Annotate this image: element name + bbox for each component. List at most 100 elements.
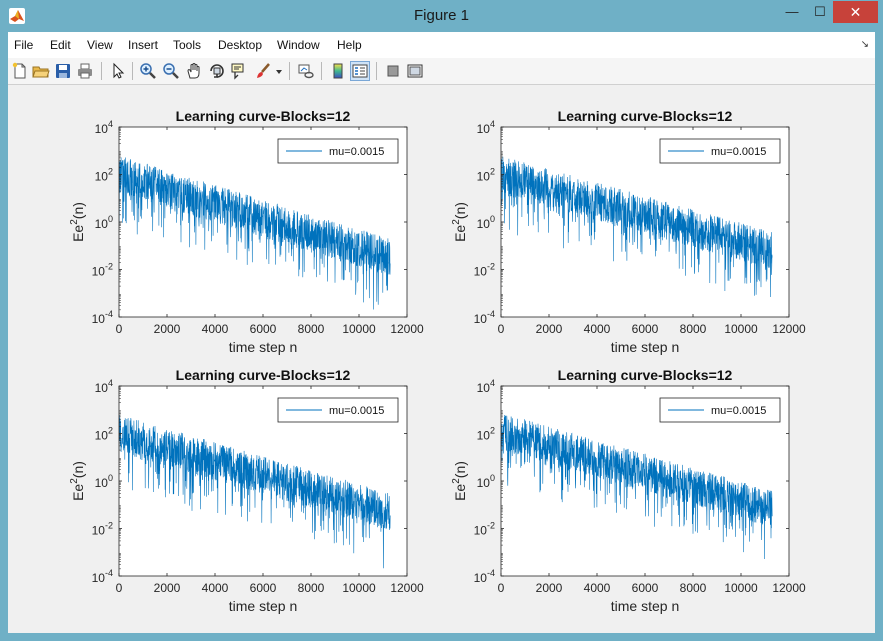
minimize-button[interactable]: — bbox=[785, 4, 799, 19]
x-tick-label: 2000 bbox=[154, 581, 181, 595]
series-line[interactable] bbox=[119, 414, 391, 569]
menu-bar: File Edit View Insert Tools Desktop Wind… bbox=[8, 32, 875, 59]
x-tick-label: 10000 bbox=[724, 322, 758, 336]
open-file-icon[interactable] bbox=[32, 62, 50, 80]
series-line[interactable] bbox=[119, 157, 391, 310]
save-icon[interactable] bbox=[54, 62, 72, 80]
y-tick-label: 102 bbox=[95, 167, 113, 184]
x-tick-label: 10000 bbox=[342, 322, 376, 336]
x-tick-label: 6000 bbox=[632, 581, 659, 595]
y-tick-label: 102 bbox=[477, 426, 495, 443]
data-cursor-icon[interactable] bbox=[230, 62, 248, 80]
x-tick-label: 10000 bbox=[724, 581, 758, 595]
series-line[interactable] bbox=[501, 156, 773, 298]
y-tick-label: 10-4 bbox=[92, 309, 113, 326]
pan-hand-icon[interactable] bbox=[185, 62, 203, 80]
x-tick-label: 0 bbox=[498, 581, 505, 595]
title-bar[interactable]: Figure 1 — ☐ ✕ bbox=[0, 0, 883, 32]
x-tick-label: 4000 bbox=[202, 581, 229, 595]
legend-label: mu=0.0015 bbox=[329, 146, 384, 158]
x-tick-label: 2000 bbox=[536, 581, 563, 595]
zoom-out-icon[interactable] bbox=[162, 62, 180, 80]
toolbar-separator bbox=[321, 62, 322, 80]
undock-arrow-icon[interactable]: ↘ bbox=[860, 39, 869, 50]
y-tick-label: 10-2 bbox=[474, 521, 495, 538]
x-tick-label: 12000 bbox=[390, 322, 424, 336]
y-tick-label: 100 bbox=[477, 473, 495, 490]
maximize-button[interactable]: ☐ bbox=[814, 4, 826, 19]
menu-desktop[interactable]: Desktop bbox=[218, 38, 263, 52]
x-axis-label: time step n bbox=[611, 339, 679, 355]
toolbar-separator bbox=[289, 62, 290, 80]
y-tick-label: 104 bbox=[95, 119, 113, 136]
x-axis-label: time step n bbox=[611, 598, 679, 614]
x-tick-label: 6000 bbox=[632, 322, 659, 336]
x-tick-label: 8000 bbox=[680, 581, 707, 595]
x-tick-label: 8000 bbox=[298, 322, 325, 336]
x-tick-label: 4000 bbox=[202, 322, 229, 336]
x-tick-label: 12000 bbox=[772, 581, 806, 595]
legend[interactable]: mu=0.0015 bbox=[277, 397, 399, 423]
subplot-3[interactable]: 0 2000 4000 6000 8000 10000 12000 10-4 10-2 100 10… bbox=[69, 367, 424, 614]
y-axis-label: Ee2(n) bbox=[451, 202, 468, 242]
legend[interactable]: mu=0.0015 bbox=[277, 138, 399, 164]
y-tick-label: 10-2 bbox=[92, 521, 113, 538]
edit-plot-arrow-icon[interactable] bbox=[109, 62, 127, 80]
y-tick-label: 102 bbox=[477, 167, 495, 184]
y-axis-label: Ee2(n) bbox=[451, 461, 468, 501]
y-axis-label: Ee2(n) bbox=[69, 202, 86, 242]
x-tick-label: 4000 bbox=[584, 322, 611, 336]
menu-tools[interactable]: Tools bbox=[173, 38, 202, 52]
insert-colorbar-icon[interactable] bbox=[329, 62, 347, 80]
y-tick-label: 100 bbox=[95, 214, 113, 231]
subplot-1[interactable]: 0 2000 4000 6000 8000 10000 12000 10-4 10-2 100 10… bbox=[69, 108, 424, 355]
y-tick-label: 10-4 bbox=[474, 309, 495, 326]
x-tick-label: 2000 bbox=[154, 322, 181, 336]
brush-dropdown-icon[interactable] bbox=[274, 62, 284, 80]
menu-help[interactable]: Help bbox=[337, 38, 362, 52]
menu-insert[interactable]: Insert bbox=[128, 38, 159, 52]
brush-icon[interactable] bbox=[254, 62, 272, 80]
menu-window[interactable]: Window bbox=[277, 38, 320, 52]
axes-title: Learning curve-Blocks=12 bbox=[176, 108, 351, 124]
x-tick-label: 12000 bbox=[390, 581, 424, 595]
matlab-logo-icon[interactable] bbox=[9, 8, 25, 24]
legend[interactable]: mu=0.0015 bbox=[659, 397, 781, 423]
figure-canvas[interactable]: 0 2000 4000 6000 8000 10000 12000 10-4 10-2 100 10… bbox=[8, 85, 875, 633]
new-figure-icon[interactable] bbox=[11, 62, 29, 80]
show-plot-tools-icon[interactable] bbox=[406, 62, 424, 80]
figure-toolbar bbox=[8, 58, 875, 85]
y-tick-label: 104 bbox=[477, 119, 495, 136]
menu-view[interactable]: View bbox=[87, 38, 113, 52]
legend[interactable]: mu=0.0015 bbox=[659, 138, 781, 164]
x-tick-label: 8000 bbox=[680, 322, 707, 336]
y-tick-label: 100 bbox=[95, 473, 113, 490]
series-line[interactable] bbox=[501, 414, 773, 560]
legend-label: mu=0.0015 bbox=[711, 405, 766, 417]
menu-edit[interactable]: Edit bbox=[50, 38, 71, 52]
link-plot-icon[interactable] bbox=[297, 62, 315, 80]
zoom-in-icon[interactable] bbox=[139, 62, 157, 80]
hide-plot-tools-icon[interactable] bbox=[384, 62, 402, 80]
x-tick-label: 6000 bbox=[250, 581, 277, 595]
print-icon[interactable] bbox=[76, 62, 94, 80]
subplot-4[interactable]: 0 2000 4000 6000 8000 10000 12000 10-4 10-2 100 10… bbox=[451, 367, 806, 614]
x-tick-label: 4000 bbox=[584, 581, 611, 595]
insert-legend-icon[interactable] bbox=[350, 61, 370, 81]
y-tick-label: 10-2 bbox=[92, 262, 113, 279]
x-axis-label: time step n bbox=[229, 598, 297, 614]
x-tick-label: 2000 bbox=[536, 322, 563, 336]
x-tick-label: 12000 bbox=[772, 322, 806, 336]
subplot-grid[interactable]: 0 2000 4000 6000 8000 10000 12000 10-4 10-2 100 10… bbox=[8, 85, 875, 633]
axes-title: Learning curve-Blocks=12 bbox=[176, 367, 351, 383]
subplot-2[interactable]: 0 2000 4000 6000 8000 10000 12000 10-4 10-2 100 10… bbox=[451, 108, 806, 355]
rotate-3d-icon[interactable] bbox=[208, 62, 226, 80]
y-tick-label: 10-4 bbox=[474, 568, 495, 585]
close-button[interactable]: ✕ bbox=[833, 1, 878, 23]
x-tick-label: 10000 bbox=[342, 581, 376, 595]
y-tick-label: 10-2 bbox=[474, 262, 495, 279]
y-tick-label: 100 bbox=[477, 214, 495, 231]
x-axis-label: time step n bbox=[229, 339, 297, 355]
x-tick-label: 0 bbox=[498, 322, 505, 336]
menu-file[interactable]: File bbox=[14, 38, 34, 52]
